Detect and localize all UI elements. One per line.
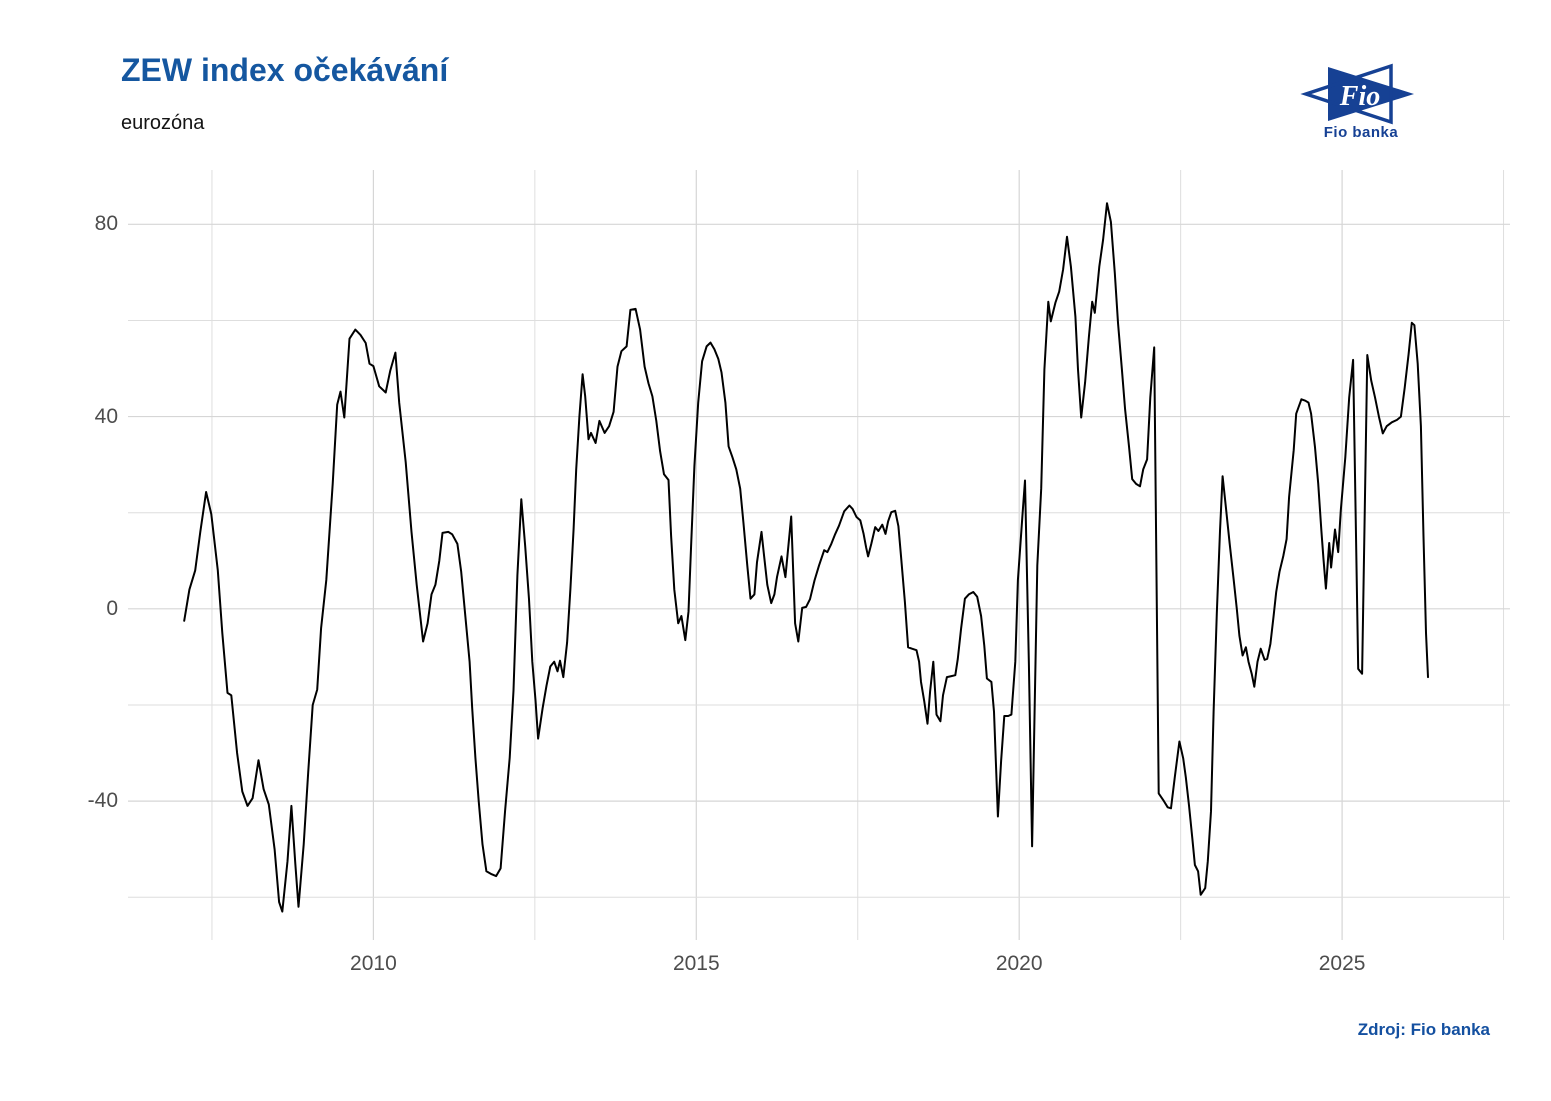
x-axis-tick-label: 2020 (995, 952, 1043, 975)
x-axis-tick-label: 2015 (672, 952, 720, 975)
y-axis-tick-label: 80 (94, 212, 118, 236)
chart-title: ZEW index očekávání (121, 52, 449, 88)
fio-banka-logo: Fio (1300, 58, 1422, 148)
fio-logo-icon: Fio (1300, 63, 1414, 125)
x-axis-tick-label: 2010 (350, 952, 397, 975)
chart-subtitle: eurozóna (121, 112, 205, 134)
y-axis-tick-label: -40 (87, 789, 118, 813)
y-axis-tick-label: 0 (106, 596, 118, 620)
logo-text: Fio (1339, 81, 1380, 112)
logo-caption: Fio banka (1323, 124, 1399, 141)
source-credit: Zdroj: Fio banka (1357, 1020, 1490, 1039)
y-axis-tick-label: 40 (94, 404, 118, 428)
logo-left-arrow-shape (1300, 63, 1393, 125)
data-line-zew-expectations-index-eurozone (183, 202, 1429, 913)
x-axis-tick-label: 2025 (1318, 952, 1366, 975)
